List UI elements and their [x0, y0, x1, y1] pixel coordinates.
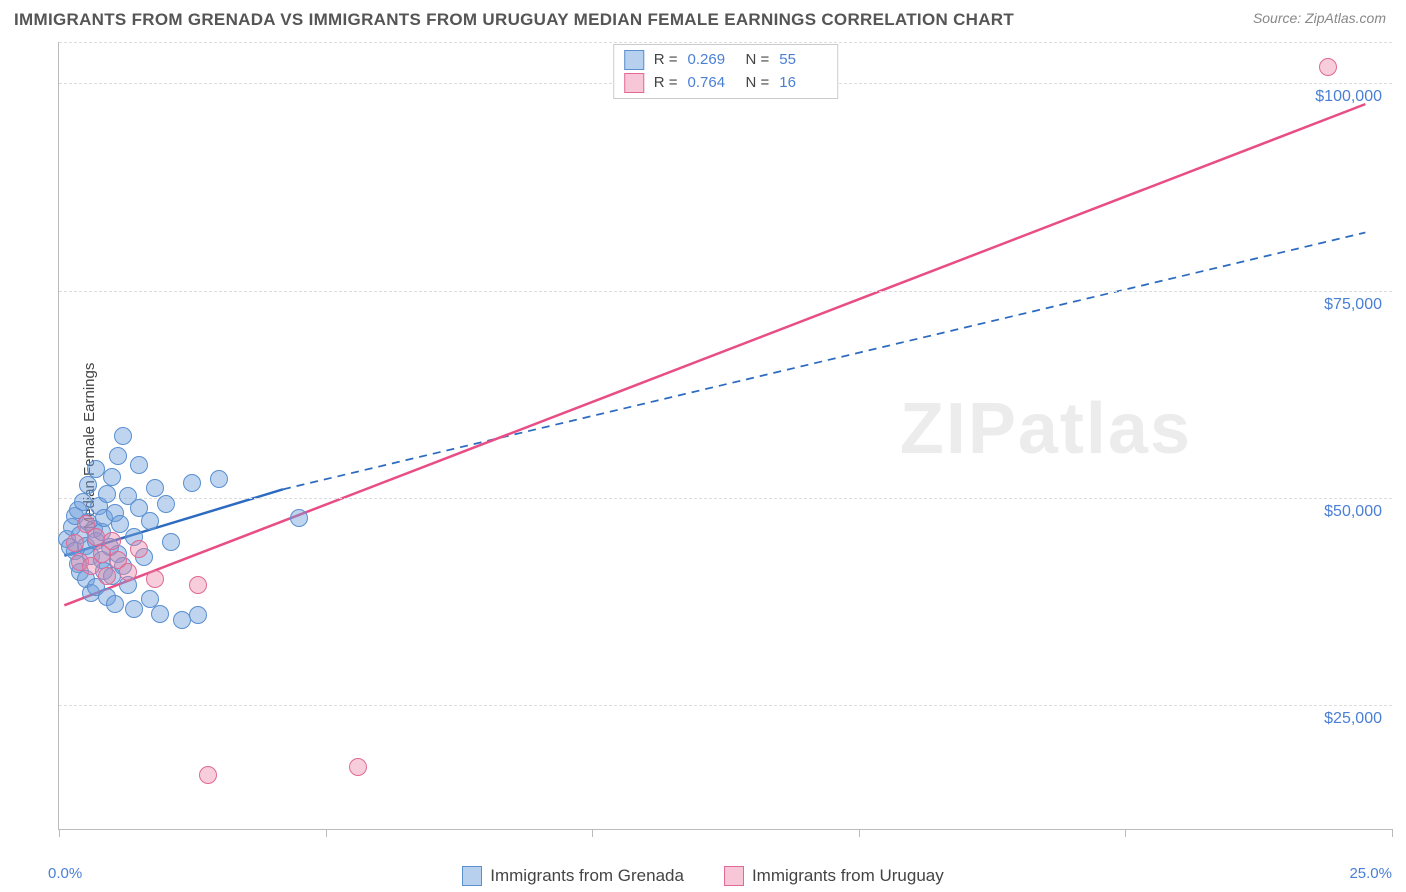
data-point [125, 600, 143, 618]
legend-swatch-uruguay [624, 73, 644, 93]
n-value-grenada: 55 [779, 49, 827, 72]
gridline [59, 42, 1392, 43]
chart-title: IMMIGRANTS FROM GRENADA VS IMMIGRANTS FR… [14, 10, 1014, 30]
data-point [98, 485, 116, 503]
data-point [103, 532, 121, 550]
data-point [1319, 58, 1337, 76]
data-point [87, 528, 105, 546]
x-tick-max: 25.0% [1349, 865, 1392, 882]
y-tick-label: $50,000 [1324, 503, 1382, 521]
x-tick [1392, 829, 1393, 837]
legend-swatch-grenada [462, 866, 482, 886]
n-label: N = [746, 49, 770, 72]
legend-row-uruguay: R = 0.764 N = 16 [624, 72, 828, 95]
data-point [79, 476, 97, 494]
plot-region: ZIPatlas R = 0.269 N = 55 R = 0.764 N = … [58, 42, 1392, 830]
data-point [130, 540, 148, 558]
legend-label-uruguay: Immigrants from Uruguay [752, 866, 944, 886]
r-value-uruguay: 0.764 [688, 72, 736, 95]
legend-item-grenada: Immigrants from Grenada [462, 866, 684, 886]
data-point [189, 576, 207, 594]
data-point [349, 758, 367, 776]
series-legend: Immigrants from Grenada Immigrants from … [0, 866, 1406, 886]
legend-label-grenada: Immigrants from Grenada [490, 866, 684, 886]
chart-area: Median Female Earnings ZIPatlas R = 0.26… [14, 42, 1396, 850]
data-point [151, 605, 169, 623]
data-point [106, 595, 124, 613]
data-point [119, 563, 137, 581]
data-point [162, 533, 180, 551]
data-point [114, 427, 132, 445]
r-label: R = [654, 72, 678, 95]
x-tick-min: 0.0% [48, 865, 82, 882]
n-label: N = [746, 72, 770, 95]
legend-row-grenada: R = 0.269 N = 55 [624, 49, 828, 72]
data-point [183, 474, 201, 492]
legend-swatch-uruguay [724, 866, 744, 886]
data-point [141, 512, 159, 530]
data-point [98, 567, 116, 585]
y-tick-label: $100,000 [1315, 88, 1382, 106]
y-tick-label: $75,000 [1324, 296, 1382, 314]
data-point [146, 479, 164, 497]
gridline [59, 705, 1392, 706]
x-tick [592, 829, 593, 837]
correlation-legend: R = 0.269 N = 55 R = 0.764 N = 16 [613, 44, 839, 99]
data-point [109, 447, 127, 465]
data-point [199, 766, 217, 784]
data-point [189, 606, 207, 624]
x-tick [326, 829, 327, 837]
trend-line-extrapolated [283, 233, 1365, 490]
gridline [59, 291, 1392, 292]
n-value-uruguay: 16 [779, 72, 827, 95]
data-point [146, 570, 164, 588]
y-tick-label: $25,000 [1324, 710, 1382, 728]
data-point [130, 456, 148, 474]
legend-item-uruguay: Immigrants from Uruguay [724, 866, 944, 886]
x-tick [859, 829, 860, 837]
x-tick [59, 829, 60, 837]
gridline [59, 498, 1392, 499]
r-value-grenada: 0.269 [688, 49, 736, 72]
data-point [157, 495, 175, 513]
data-point [290, 509, 308, 527]
trend-lines-layer [59, 42, 1392, 829]
trend-line [64, 104, 1365, 605]
data-point [103, 468, 121, 486]
x-tick [1125, 829, 1126, 837]
data-point [66, 534, 84, 552]
r-label: R = [654, 49, 678, 72]
legend-swatch-grenada [624, 50, 644, 70]
data-point [210, 470, 228, 488]
watermark: ZIPatlas [900, 388, 1192, 470]
source-attribution: Source: ZipAtlas.com [1253, 10, 1386, 26]
